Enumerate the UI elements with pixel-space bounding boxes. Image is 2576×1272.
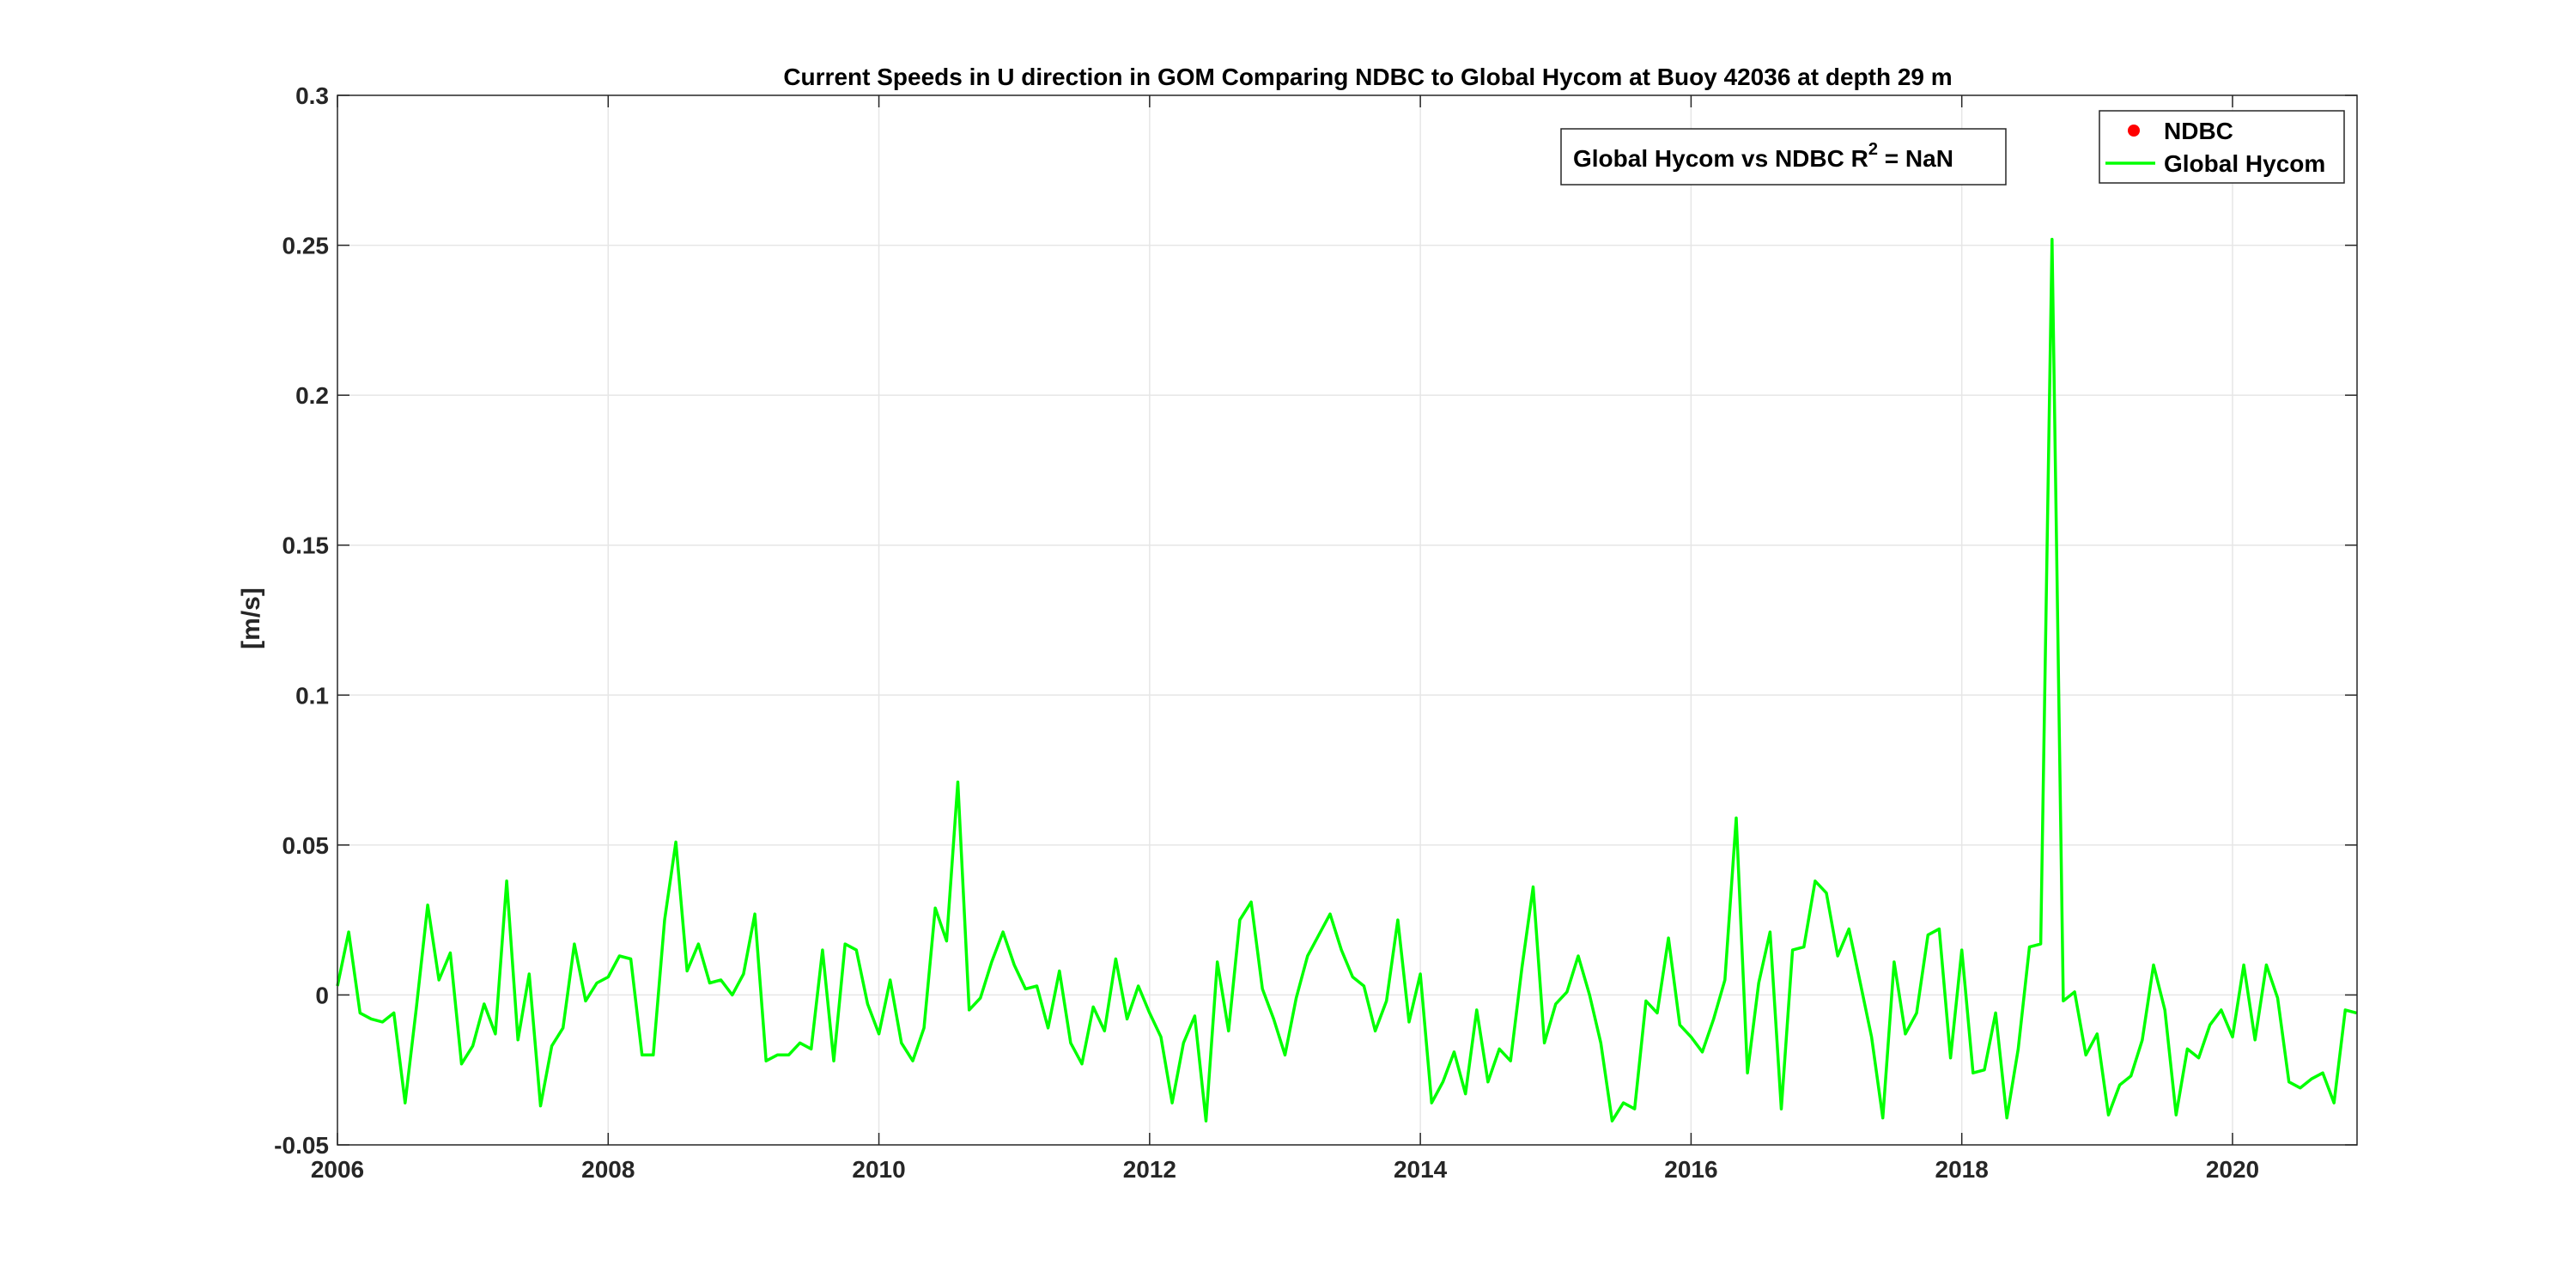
x-tick-label: 2012 [1123, 1156, 1176, 1183]
x-tick-label: 2010 [852, 1156, 905, 1183]
axes [337, 94, 2358, 1146]
r-squared-annotation: Global Hycom vs NDBC R2 = NaN [1560, 128, 2007, 186]
x-tick-label: 2016 [1664, 1156, 1717, 1183]
y-tick-label: 0.3 [295, 82, 329, 109]
tick-labels: 2006 2008 2010 2012 2014 2016 2018 2020 -0.05 0 0.… [274, 82, 2259, 1183]
annotation-prefix: Global Hycom vs NDBC R [1573, 145, 1868, 172]
legend-marker-ndbc [2128, 125, 2140, 137]
x-tick-label: 2008 [581, 1156, 635, 1183]
y-tick-label: -0.05 [274, 1132, 329, 1159]
legend: NDBC Global Hycom [2099, 110, 2345, 184]
y-tick-label: 0.1 [295, 682, 329, 709]
x-tick-label: 2020 [2206, 1156, 2259, 1183]
y-tick-label: 0 [315, 982, 329, 1008]
annotation-suffix: = NaN [1878, 145, 1953, 172]
legend-label-global-hycom: Global Hycom [2164, 150, 2325, 177]
axes-box [337, 94, 2358, 1146]
x-tick-label: 2014 [1394, 1156, 1448, 1183]
x-tick-label: 2006 [311, 1156, 364, 1183]
x-tick-label: 2018 [1935, 1156, 1989, 1183]
y-tick-label: 0.25 [283, 233, 330, 259]
legend-box [2099, 110, 2345, 184]
series-line-global-hycom [336, 237, 2357, 1123]
chart-title: Current Speeds in U direction in GOM Com… [783, 64, 1952, 90]
grid-lines [337, 95, 2357, 1145]
series-layer [336, 237, 2357, 1123]
y-tick-label: 0.05 [283, 832, 330, 859]
annotation-text: Global Hycom vs NDBC R2 = NaN [1573, 140, 1953, 172]
annotation-box [1560, 128, 2007, 186]
legend-label-ndbc: NDBC [2164, 118, 2233, 144]
annotation-superscript: 2 [1868, 140, 1878, 159]
y-axis-label: [m/s] [237, 587, 265, 649]
y-tick-label: 0.2 [295, 382, 329, 409]
y-tick-label: 0.15 [283, 533, 330, 559]
